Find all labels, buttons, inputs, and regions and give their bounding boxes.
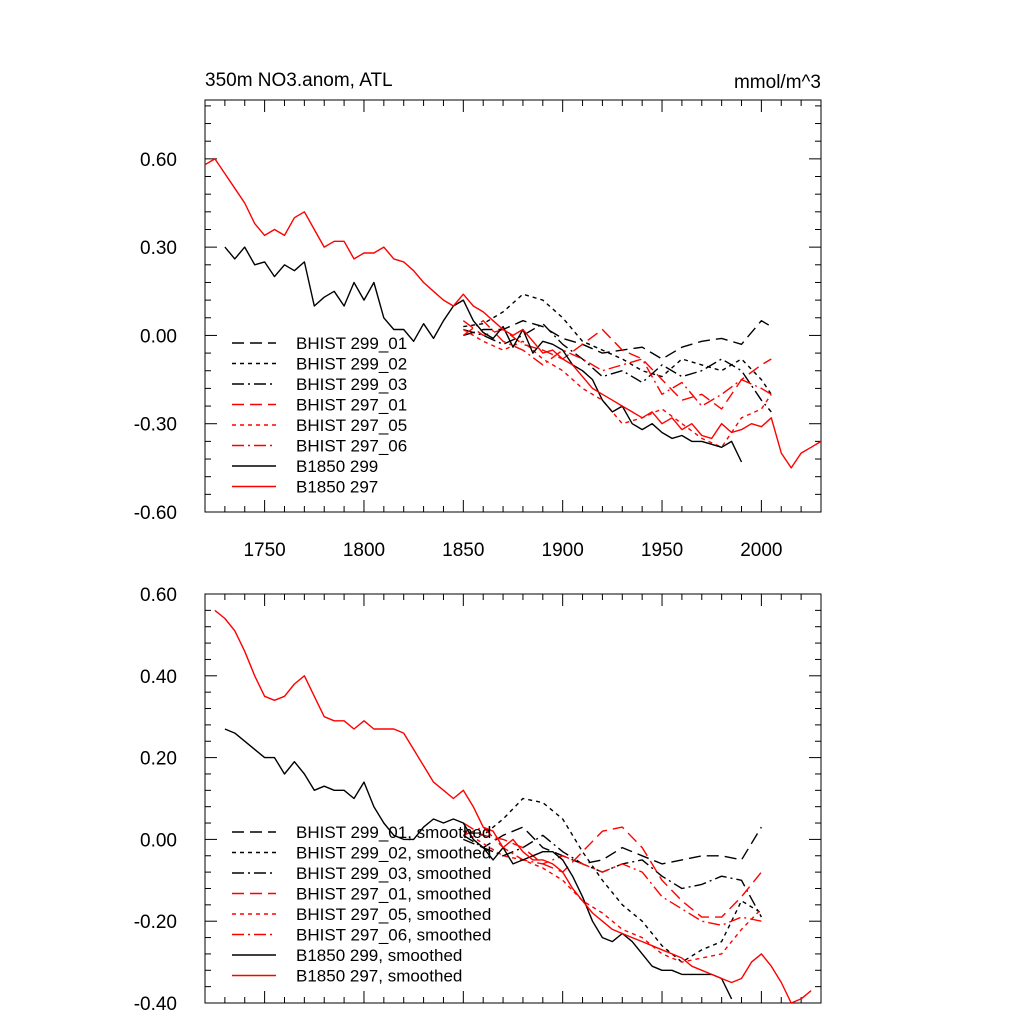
y-tick-label: -0.60	[134, 503, 177, 524]
series-line	[224, 246, 743, 463]
x-tick-label: 1900	[542, 540, 584, 561]
y-tick-label: -0.30	[134, 415, 177, 436]
legend: BHIST 299_01, smoothed BHIST 299_02, smoo…	[232, 823, 491, 986]
legend-label: BHIST 297_06	[296, 437, 407, 456]
y-tick-label: 0.20	[140, 749, 177, 770]
y-tick-label: -0.20	[134, 912, 177, 933]
legend-label: BHIST 297_01	[296, 396, 407, 415]
series-line	[462, 328, 772, 448]
y-tick-label: 0.30	[140, 238, 177, 259]
plot-frame	[204, 99, 822, 513]
x-tick-label: 1950	[641, 540, 683, 561]
chart-title: 350m NO3.anom, ATL	[205, 70, 393, 91]
legend-label: BHIST 299_03, smoothed	[296, 864, 491, 883]
y-tick-label: 0.00	[140, 326, 177, 347]
legend-label: B1850 297	[296, 478, 378, 497]
x-tick-label: 2000	[740, 540, 782, 561]
legend-label: BHIST 297_06, smoothed	[296, 926, 491, 945]
series-group	[205, 158, 821, 469]
x-tick-label: 1750	[243, 540, 285, 561]
x-tick-label: 1800	[343, 540, 385, 561]
y-tick-label: 0.40	[140, 667, 177, 688]
units-label: mmol/m^3	[734, 72, 821, 93]
legend-label: BHIST 297_01, smoothed	[296, 885, 491, 904]
series-line	[462, 822, 762, 918]
y-tick-label: 0.00	[140, 830, 177, 851]
legend-label: B1850 297, smoothed	[296, 967, 462, 986]
series-line	[463, 797, 762, 963]
legend-label: BHIST 297_05, smoothed	[296, 905, 491, 924]
top-panel: 1750 1800 1850 1900 1950 2000 -0.60 -0.30 0.00 0.…	[134, 70, 822, 561]
legend-label: B1850 299	[296, 457, 378, 476]
plot-frame	[204, 593, 822, 1004]
legend-label: BHIST 299_01, smoothed	[296, 823, 491, 842]
series-line	[214, 609, 812, 1003]
x-tick-label: 1850	[442, 540, 484, 561]
legend-label: BHIST 299_01	[296, 334, 407, 353]
legend-label: BHIST 299_03	[296, 375, 407, 394]
series-group	[214, 609, 812, 1003]
series-line	[463, 826, 762, 865]
y-tick-label: -0.40	[134, 994, 177, 1015]
bottom-panel: -0.40 -0.20 0.00 0.20 0.40 0.60 BHIST 299_01, …	[134, 585, 822, 1015]
series-line	[463, 826, 762, 926]
legend-label: BHIST 299_02	[296, 355, 407, 374]
series-line	[462, 830, 762, 963]
series-line	[462, 320, 772, 410]
legend-label: BHIST 299_02, smoothed	[296, 844, 491, 863]
y-tick-label: 0.60	[140, 585, 177, 606]
series-line	[463, 323, 772, 413]
series-line	[462, 320, 772, 407]
legend-label: B1850 299, smoothed	[296, 946, 462, 965]
series-line	[224, 728, 733, 1000]
legend-label: BHIST 297_05	[296, 416, 407, 435]
series-line	[205, 158, 821, 469]
y-tick-label: 0.60	[140, 150, 177, 171]
series-line	[462, 834, 763, 918]
